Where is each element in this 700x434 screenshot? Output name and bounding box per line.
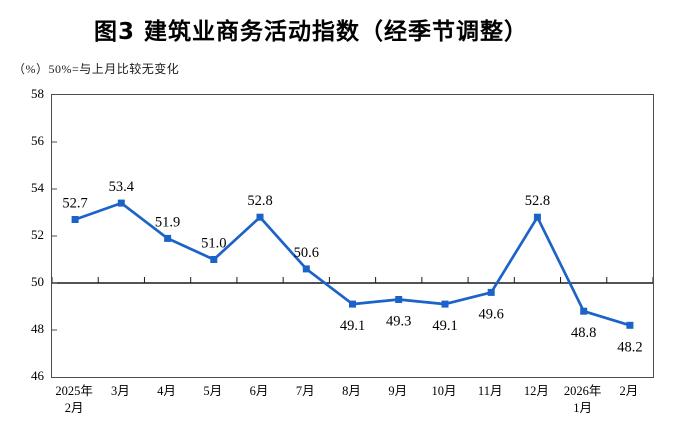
data-label: 49.6 — [479, 306, 504, 322]
data-label: 48.8 — [571, 325, 596, 341]
x-axis-tick-label: 11月 — [477, 384, 503, 398]
data-label: 52.7 — [62, 196, 87, 212]
data-point-marker — [117, 199, 125, 207]
plot-area: 52.7 53.4 51.9 51.0 52.8 50.6 49.1 49.3 49.1 49.6… — [51, 94, 654, 378]
data-label: 49.3 — [386, 314, 411, 330]
x-axis-tick-label: 10月 — [431, 384, 457, 398]
data-label: 53.4 — [109, 179, 135, 195]
y-axis-tick-label: 52 — [31, 227, 44, 242]
data-label: 48.2 — [617, 339, 642, 355]
y-axis-tick-label: 50 — [31, 274, 44, 289]
data-point-marker — [349, 300, 356, 308]
data-point-marker — [164, 234, 172, 242]
data-label: 50.6 — [294, 245, 319, 261]
data-point-marker — [580, 307, 588, 315]
data-point-marker — [441, 300, 449, 308]
x-axis-tick-label: 2月 — [619, 384, 639, 398]
chart-title: 图3 建筑业商务活动指数（经季节调整） — [93, 19, 528, 45]
axis-unit-note: （%）50%=与上月比较无变化 — [13, 62, 180, 76]
data-point-marker — [210, 256, 218, 263]
data-point-marker — [302, 265, 310, 273]
data-label: 51.0 — [201, 236, 226, 252]
y-axis-tick-label: 48 — [31, 321, 44, 336]
data-point-marker — [487, 288, 495, 296]
x-axis-tick-label: 2025年 2月 — [55, 384, 93, 415]
x-axis-tick-label: 2026年 1月 — [563, 384, 602, 415]
x-axis-tick-label: 4月 — [157, 384, 176, 398]
x-axis-tick-label: 7月 — [295, 384, 315, 398]
data-label: 49.1 — [340, 318, 365, 334]
y-axis-tick-label: 56 — [31, 133, 44, 148]
data-point-marker — [71, 216, 79, 223]
x-axis-tick-label: 12月 — [523, 384, 549, 398]
data-point-marker — [533, 213, 541, 221]
x-axis-tick-label: 5月 — [203, 384, 223, 398]
data-point-marker — [395, 296, 403, 303]
data-label: 52.8 — [247, 193, 272, 209]
y-axis-tick-label: 46 — [31, 368, 44, 383]
y-axis-tick-label: 58 — [31, 86, 44, 101]
line-chart-svg: 52.7 53.4 51.9 51.0 52.8 50.6 49.1 49.3 49.1 49.6… — [52, 141, 653, 355]
x-axis-tick-label: 8月 — [342, 384, 361, 398]
y-axis-tick-label: 54 — [31, 180, 44, 195]
x-axis-tick-label: 9月 — [388, 384, 408, 398]
data-point-marker — [256, 213, 264, 221]
data-point-marker — [626, 321, 634, 329]
data-label: 49.1 — [432, 318, 457, 334]
x-axis-tick-label: 3月 — [110, 384, 130, 398]
data-label: 51.9 — [155, 214, 180, 230]
data-label: 52.8 — [525, 193, 550, 209]
x-axis-tick-label: 6月 — [249, 384, 269, 398]
